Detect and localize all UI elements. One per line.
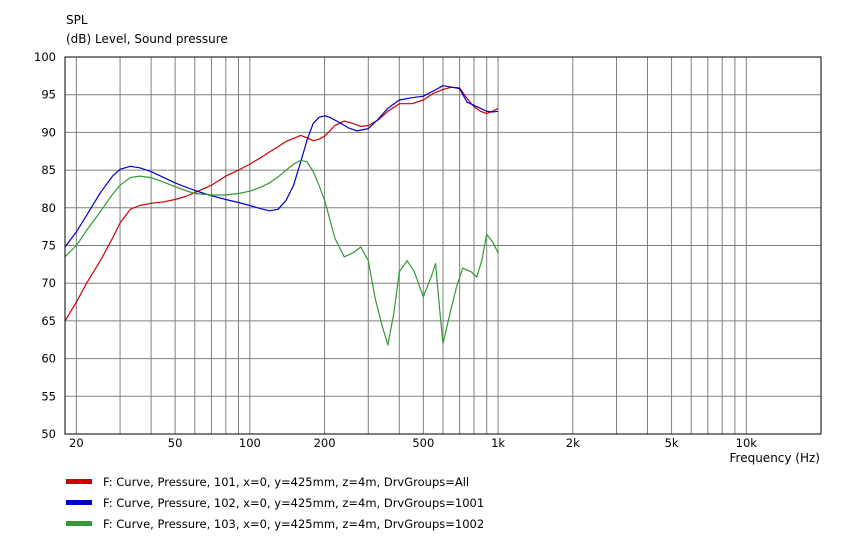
x-tick-label: 50	[168, 436, 183, 450]
legend-label-103: F: Curve, Pressure, 103, x=0, y=425mm, z…	[103, 516, 485, 531]
chart-grid	[65, 56, 822, 435]
legend-label-102: F: Curve, Pressure, 102, x=0, y=425mm, z…	[103, 495, 485, 510]
y-tick-label: 90	[41, 125, 56, 139]
chart-title: SPL	[66, 13, 88, 27]
legend-swatch-102	[66, 500, 92, 505]
x-axis-label: Frequency (Hz)	[730, 451, 821, 465]
y-tick-label: 55	[41, 389, 56, 403]
plot-frame	[64, 56, 822, 435]
y-tick-label: 65	[41, 314, 56, 328]
y-tick-label: 80	[41, 201, 56, 215]
y-tick-label: 100	[34, 50, 56, 64]
legend-item-103: F: Curve, Pressure, 103, x=0, y=425mm, z…	[66, 513, 484, 534]
series-line-102	[64, 85, 499, 248]
y-tick-label: 85	[41, 163, 56, 177]
chart-series	[64, 85, 499, 346]
y-tick-label: 70	[41, 276, 56, 290]
series-line-103	[64, 159, 499, 346]
y-tick-label: 75	[41, 239, 56, 253]
y-tick-label: 60	[41, 352, 56, 366]
legend-item-102: F: Curve, Pressure, 102, x=0, y=425mm, z…	[66, 492, 484, 513]
y-tick-label: 50	[41, 427, 56, 441]
series-line-101	[64, 86, 499, 322]
y-tick-label: 95	[41, 88, 56, 102]
x-tick-labels: 20 50 100 200 500 1k 2k 5k 10k	[69, 436, 757, 450]
x-tick-label: 500	[412, 436, 434, 450]
legend-swatch-103	[66, 521, 92, 526]
y-tick-labels: 50 55 60 65 70 75 80 85 90 95 100	[34, 50, 56, 441]
chart-legend: F: Curve, Pressure, 101, x=0, y=425mm, z…	[66, 471, 484, 534]
y-axis-label: (dB) Level, Sound pressure	[66, 32, 228, 46]
x-tick-label: 5k	[665, 436, 679, 450]
legend-swatch-101	[66, 479, 92, 484]
x-tick-label: 200	[314, 436, 336, 450]
x-tick-label: 1k	[491, 436, 505, 450]
legend-item-101: F: Curve, Pressure, 101, x=0, y=425mm, z…	[66, 471, 484, 492]
x-tick-label: 2k	[566, 436, 580, 450]
legend-label-101: F: Curve, Pressure, 101, x=0, y=425mm, z…	[103, 474, 470, 489]
x-tick-label: 10k	[736, 436, 758, 450]
x-tick-label: 100	[239, 436, 261, 450]
x-tick-label: 20	[69, 436, 84, 450]
